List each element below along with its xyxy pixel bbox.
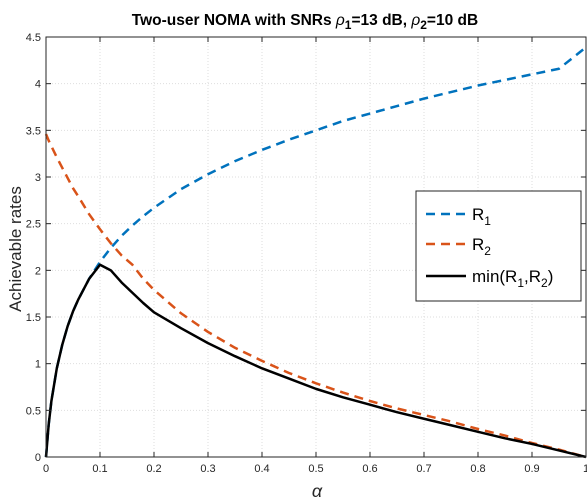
series-line-min <box>44 263 587 459</box>
legend: R1 R2 min(R1,R2) <box>415 190 582 302</box>
title-prefix: Two-user NOMA with SNRs <box>132 12 336 29</box>
y-tick-label: 0 <box>35 452 41 464</box>
x-tick-label: 0.4 <box>254 463 269 475</box>
x-tick-label: 0.6 <box>362 463 377 475</box>
legend-box <box>415 190 582 302</box>
legend-label-min: min(R1,R2) <box>472 267 553 290</box>
x-tick-label: 1 <box>583 463 587 475</box>
y-tick-label: 3.5 <box>26 125 41 137</box>
y-axis-label: Achievable rates <box>6 186 25 312</box>
y-tick-label: 4.5 <box>26 32 41 44</box>
legend-label-r2: R2 <box>472 235 491 258</box>
series-group <box>44 46 587 459</box>
y-tick-label: 1.5 <box>26 312 41 324</box>
x-tick-label: 0 <box>43 463 49 475</box>
x-axis-label: α <box>312 481 323 501</box>
x-tick-label: 0.9 <box>524 463 539 475</box>
ticks <box>45 36 587 458</box>
y-tick-label: 0.5 <box>26 405 41 417</box>
title-rho2-sub: 2 <box>420 18 427 32</box>
series-line-r1 <box>44 46 587 458</box>
legend-label-r1: R1 <box>472 205 491 228</box>
tick-labels: 0 0.1 0.2 0.3 0.4 0.5 0.6 0.7 0.8 0.9 1 0 0.5 1 1.5 2 2.… <box>26 32 587 475</box>
x-tick-label: 0.5 <box>308 463 323 475</box>
title-rho1-value: =13 dB, <box>351 12 411 29</box>
title-rho2: ρ <box>410 12 420 29</box>
x-tick-label: 0.8 <box>470 463 485 475</box>
y-tick-label: 2 <box>35 265 41 277</box>
x-tick-label: 0.7 <box>416 463 431 475</box>
y-tick-label: 1 <box>35 359 41 371</box>
x-tick-label: 0.1 <box>92 463 107 475</box>
y-tick-label: 2.5 <box>26 219 41 231</box>
chart-title: Two-user NOMA with SNRs ρ1=13 dB, ρ2=10 … <box>132 12 478 32</box>
title-rho2-value: =10 dB <box>427 12 478 29</box>
series-line-r2 <box>44 133 587 459</box>
x-tick-label: 0.3 <box>200 463 215 475</box>
title-rho1-sub: 1 <box>345 18 352 32</box>
y-tick-label: 3 <box>35 172 41 184</box>
y-tick-label: 4 <box>35 79 41 91</box>
title-rho1: ρ <box>335 12 345 29</box>
x-tick-label: 0.2 <box>146 463 161 475</box>
